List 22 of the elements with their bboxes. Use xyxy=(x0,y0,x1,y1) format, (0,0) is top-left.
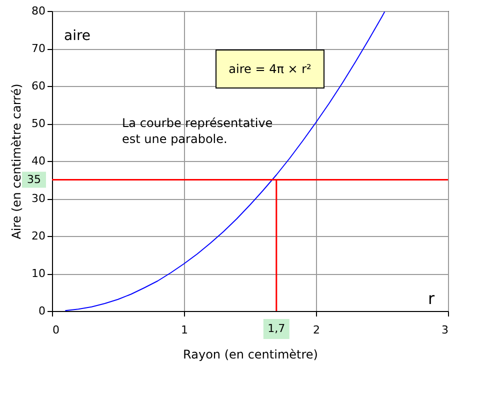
y-tick-label: 60 xyxy=(32,80,46,92)
ref-line-label: 35 xyxy=(27,172,41,186)
y-tick-label: 30 xyxy=(32,192,46,205)
ref-line-label: 1,7 xyxy=(268,322,286,335)
y-tick-label: 80 xyxy=(32,4,46,18)
x-tick-label: 2 xyxy=(313,324,320,336)
x-tick-label: 3 xyxy=(442,324,448,336)
y-axis-title: Aire (en centimètre carré) xyxy=(10,84,24,240)
line-series xyxy=(64,11,386,312)
annotation: r xyxy=(428,289,435,308)
x-axis-title: Rayon (en centimètre) xyxy=(183,348,318,362)
y-tick-label: 40 xyxy=(32,154,46,168)
y-tick-label: 20 xyxy=(32,230,46,242)
annotation: aire = 4π × r² xyxy=(228,62,312,76)
annotation: La courbe représentative est une parabole. xyxy=(122,116,273,146)
y-tick-label: 0 xyxy=(38,304,46,318)
x-tick-label: 0 xyxy=(52,324,60,336)
y-tick-label: 10 xyxy=(32,267,46,280)
y-tick-label: 50 xyxy=(32,117,46,130)
y-tick-label: 70 xyxy=(32,42,46,55)
annotation: aire xyxy=(64,28,91,44)
x-tick-label: 1 xyxy=(181,324,188,336)
